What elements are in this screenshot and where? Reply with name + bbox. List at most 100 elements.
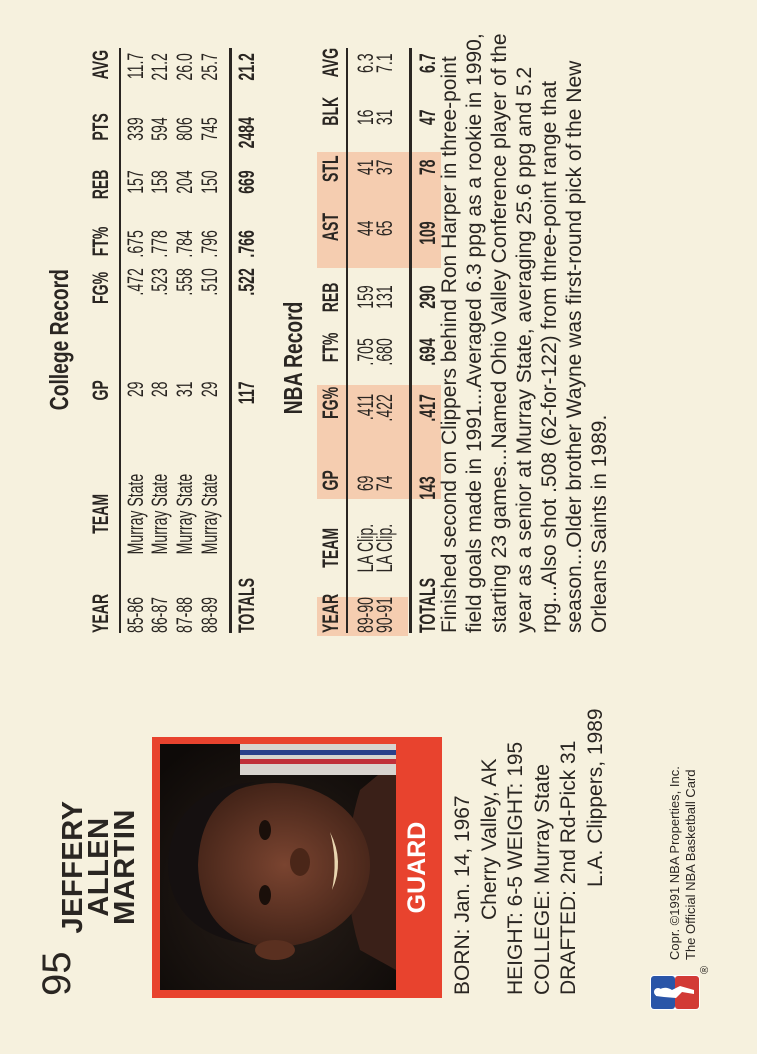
table-cell-text: 26.0 (172, 53, 197, 81)
totals-cell: .766 (234, 230, 259, 273)
player-name: JEFFERY ALLEN MARTIN (57, 736, 141, 998)
table-cell-text: 339 (123, 117, 148, 141)
table-cell-text: .680 (372, 338, 397, 366)
table-cell-text: 37 (372, 160, 397, 176)
table-rule (119, 48, 121, 633)
table-cell-text: 594 (147, 117, 172, 141)
totals-cell-text: .694 (415, 338, 440, 366)
table-cell: 21.2 (147, 53, 172, 96)
totals-cell-text: 6.7 (415, 53, 440, 73)
table-cell-text: 806 (172, 117, 197, 141)
column-header-text: FG% (318, 387, 343, 420)
bio-birthplace: Cherry Valley, AK (477, 758, 501, 920)
column-header-text: REB (88, 170, 113, 200)
totals-cell: 143 (415, 476, 440, 513)
table-cell: 339 (123, 117, 148, 154)
table-cell: Murray State (172, 364, 197, 664)
table-cell-text: .796 (197, 230, 222, 258)
table-cell: 11.7 (123, 53, 148, 94)
table-cell-text: 745 (197, 117, 222, 141)
table-cell: 31 (172, 382, 197, 406)
column-header: TEAM (318, 398, 343, 698)
table-cell-text: Murray State (197, 473, 222, 555)
table-cell-text: 11.7 (123, 53, 148, 80)
totals-cell-text: 21.2 (234, 53, 259, 81)
totals-cell: .522 (234, 268, 259, 311)
highlight-line: season...Older brother Wayne was first-r… (563, 60, 586, 633)
totals-cell: .417 (415, 394, 440, 437)
table-cell: .510 (197, 268, 222, 311)
totals-cell-text: 47 (415, 110, 440, 126)
totals-cell: 117 (234, 382, 259, 418)
totals-cell: .694 (415, 338, 440, 381)
highlight-line: year as a senior at Murray State, averag… (513, 66, 536, 633)
table-cell-text: 7.1 (372, 53, 397, 73)
table-rule (229, 48, 232, 633)
bio-draft-team: L.A. Clippers, 1989 (583, 708, 607, 887)
table-cell-text: LA Clip. (372, 523, 397, 573)
column-header: AST (318, 213, 343, 257)
table-cell-text: Murray State (123, 473, 148, 555)
highlight-line: Finished second on Clippers behind Ron H… (438, 56, 461, 633)
totals-cell: 6.7 (415, 53, 440, 84)
section-title: NBA Record (278, 301, 308, 415)
table-cell-text: 158 (147, 170, 172, 194)
column-header-text: PTS (88, 113, 113, 141)
totals-cell-text: 143 (415, 476, 440, 500)
table-cell-text: Murray State (147, 473, 172, 555)
column-header-text: STL (318, 155, 343, 182)
column-header-text: AVG (318, 48, 343, 78)
table-cell-text: 31 (372, 110, 397, 126)
section-title: College Record (44, 269, 74, 411)
table-cell: 37 (372, 160, 397, 184)
nba-logo-icon (650, 975, 700, 1010)
column-header: REB (318, 283, 343, 329)
table-cell-text: 65 (372, 221, 397, 237)
table-cell: LA Clip. (372, 398, 397, 698)
column-header-text: GP (88, 380, 113, 401)
table-cell-text: .675 (123, 230, 148, 258)
column-header: FG% (88, 272, 113, 322)
column-header: PTS (88, 113, 113, 156)
bio-height-weight: HEIGHT: 6-5 WEIGHT: 195 (504, 741, 527, 995)
player-photo (160, 744, 396, 990)
table-cell-text: 29 (197, 382, 222, 398)
highlight-line: Orleans Saints in 1989. (588, 414, 611, 633)
totals-cell-text: .417 (415, 394, 440, 422)
table-cell-text: 28 (147, 382, 172, 398)
table-cell: 7.1 (372, 53, 397, 84)
table-cell-text: .422 (372, 394, 397, 422)
column-header-text: BLK (318, 97, 343, 126)
table-cell: Murray State (197, 364, 222, 664)
totals-cell: 78 (415, 160, 440, 184)
totals-cell-text: 669 (234, 170, 259, 194)
table-cell: 204 (172, 170, 197, 207)
table-cell: .472 (123, 268, 148, 311)
totals-cell: 2484 (234, 117, 259, 166)
totals-cell-text: 117 (234, 382, 259, 405)
table-cell: 806 (172, 117, 197, 154)
table-cell-text: Murray State (172, 473, 197, 555)
totals-cell-text: 290 (415, 285, 440, 309)
table-cell-text: .778 (147, 230, 172, 258)
table-cell-text: 204 (172, 170, 197, 194)
totals-cell: TOTALS (234, 547, 259, 633)
table-cell: 28 (147, 382, 172, 406)
table-cell: 157 (123, 170, 148, 207)
totals-cell-text: 78 (415, 160, 440, 176)
column-header: STL (318, 155, 343, 197)
table-cell: 594 (147, 117, 172, 154)
table-cell: Murray State (123, 364, 148, 664)
table-cell: .558 (172, 268, 197, 311)
column-header-text: FT% (88, 227, 113, 257)
table-cell-text: 150 (197, 170, 222, 194)
totals-cell-text: 2484 (234, 117, 259, 149)
table-cell: 131 (372, 285, 397, 322)
table-cell: .422 (372, 394, 397, 437)
totals-cell: 109 (415, 221, 440, 258)
registered-mark: ® (699, 965, 711, 974)
bio-born: BORN: Jan. 14, 1967 (451, 795, 474, 995)
table-cell: .675 (123, 230, 148, 273)
column-header-text: GP (318, 470, 343, 491)
